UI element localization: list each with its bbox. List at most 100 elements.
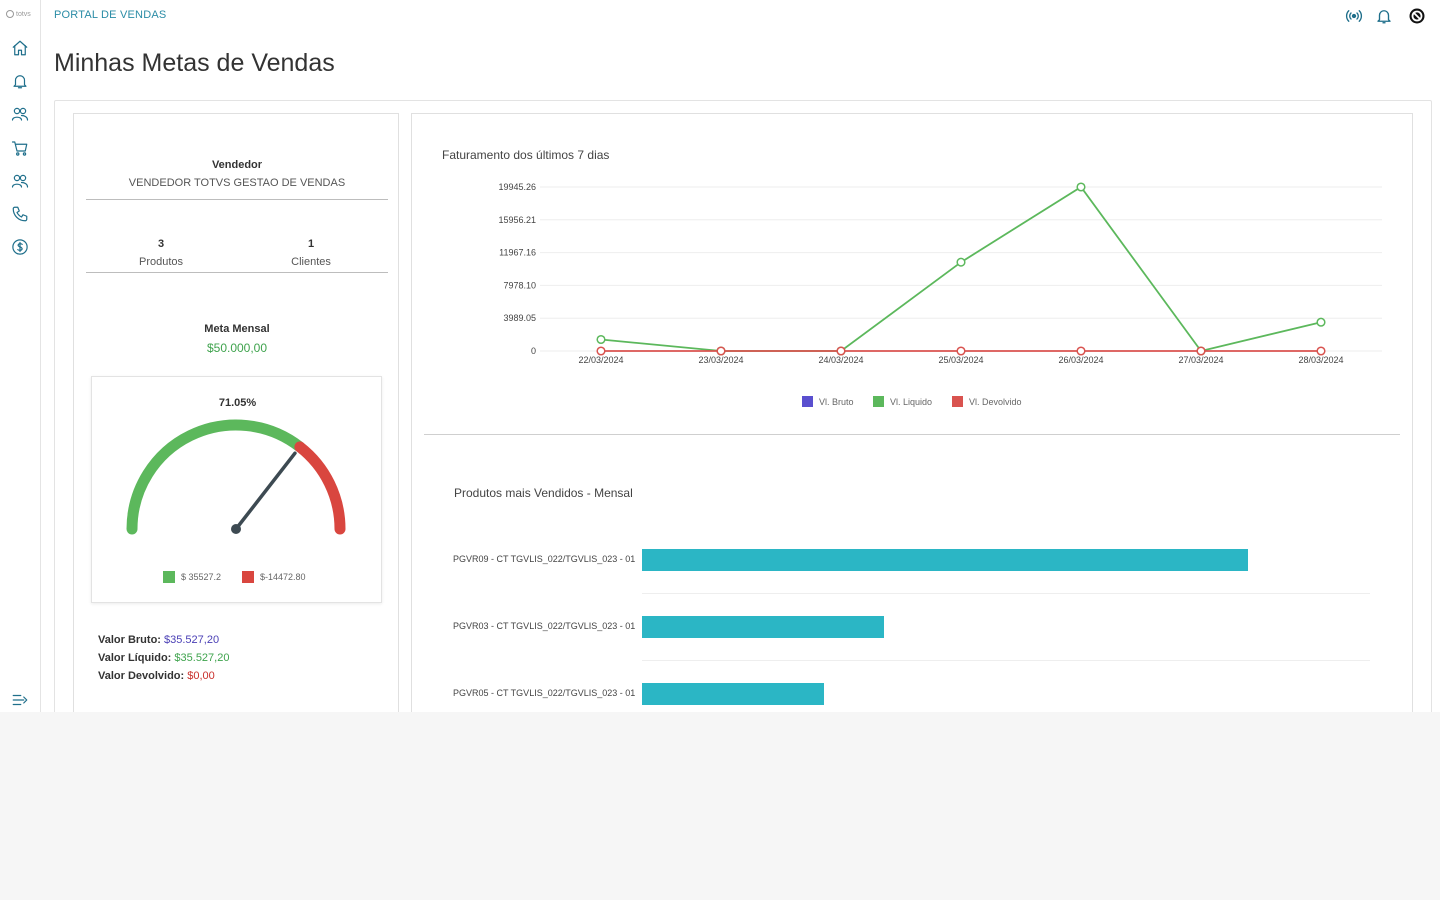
users-icon: [11, 107, 29, 121]
sidebar: totvs: [0, 0, 41, 712]
sidebar-item-customers[interactable]: [10, 171, 30, 191]
bar-grid-line: [642, 593, 1370, 594]
revenue-line-chart: 19945.2615956.2111967.167978.103989.050 …: [498, 182, 1382, 407]
value-liquido-amount: $35.527,20: [174, 652, 230, 664]
customers-icon: [11, 174, 29, 188]
x-tick-label: 27/03/2024: [1178, 355, 1223, 365]
line-chart-title: Faturamento dos últimos 7 dias: [442, 148, 610, 162]
sidebar-item-contacts[interactable]: [10, 204, 30, 224]
value-devolvido: Valor Devolvido: $0,00: [98, 670, 215, 682]
series-point[interactable]: [956, 346, 966, 356]
divider: [86, 199, 388, 200]
monthly-goal-label: Meta Mensal: [204, 323, 270, 335]
clients-label: Clientes: [291, 256, 331, 268]
collapse-menu-icon: [12, 694, 28, 706]
y-tick-label: 15956.21: [498, 215, 536, 225]
legend-swatch[interactable]: [873, 396, 884, 407]
value-bruto-label: Valor Bruto:: [98, 634, 161, 646]
legend-swatch-red: [242, 571, 254, 583]
y-tick-label: 11967.16: [499, 248, 536, 258]
gauge-legend-remaining: $-14472.80: [242, 571, 306, 583]
monthly-goal-value: $50.000,00: [206, 341, 268, 355]
bar[interactable]: [642, 616, 885, 638]
page-title: Minhas Metas de Vendas: [54, 49, 335, 77]
gauge-card: 71.05% $ 35527.2 $-14472.80: [91, 376, 382, 603]
dashboard-container: [54, 100, 1432, 712]
sidebar-collapse-button[interactable]: [10, 690, 30, 710]
legend-swatch-green: [163, 571, 175, 583]
gauge-chart: [126, 419, 346, 535]
seller-name: VENDEDOR TOTVS GESTAO DE VENDAS: [128, 177, 346, 189]
x-tick-label: 26/03/2024: [1058, 355, 1103, 365]
sidebar-item-orders[interactable]: [10, 138, 30, 158]
series-point[interactable]: [1076, 182, 1086, 192]
bell-icon: [13, 75, 27, 89]
logo-mark-icon: [6, 10, 14, 18]
value-bruto-amount: $35.527,20: [164, 634, 220, 646]
user-circle-icon: [1409, 8, 1425, 24]
legend-label[interactable]: Vl. Bruto: [819, 397, 854, 407]
gauge-percent: 71.05%: [218, 397, 257, 409]
value-devolvido-label: Valor Devolvido:: [98, 670, 185, 682]
sidebar-item-users[interactable]: [10, 104, 30, 124]
chart-divider: [424, 434, 1400, 435]
bell-icon: [1377, 10, 1391, 24]
legend-swatch[interactable]: [802, 396, 813, 407]
sidebar-item-notifications[interactable]: [10, 71, 30, 91]
x-tick-label: 25/03/2024: [938, 355, 983, 365]
series-point[interactable]: [1076, 346, 1086, 356]
series-point[interactable]: [596, 346, 606, 356]
bar[interactable]: [642, 549, 1248, 571]
y-tick-label: 7978.10: [503, 280, 536, 290]
x-tick-label: 23/03/2024: [698, 355, 743, 365]
series-point[interactable]: [596, 334, 606, 345]
legend-label[interactable]: Vl. Devolvido: [969, 397, 1022, 407]
seller-card: Vendedor VENDEDOR TOTVS GESTAO DE VENDAS…: [73, 113, 399, 712]
legend-label: $-14472.80: [260, 572, 306, 582]
series-line-1: [600, 185, 1322, 353]
divider: [86, 272, 388, 273]
value-liquido: Valor Líquido: $35.527,20: [98, 652, 229, 664]
bar[interactable]: [642, 683, 824, 705]
totvs-logo: totvs: [6, 10, 31, 18]
user-menu-button[interactable]: [1407, 6, 1427, 26]
broadcast-button[interactable]: [1344, 6, 1364, 26]
legend-swatch[interactable]: [952, 396, 963, 407]
bar-category-label: PGVR05 - CT TGVLIS_022/TGVLIS_023 - 01: [453, 688, 636, 698]
series-point[interactable]: [716, 346, 726, 356]
series-point[interactable]: [956, 257, 966, 267]
phone-icon: [12, 206, 28, 222]
series-point[interactable]: [1316, 346, 1326, 356]
gauge-remaining-arc: [294, 441, 346, 535]
gauge-needle: [234, 451, 297, 531]
app-window: totvs PORTAL DE VENDAS: [0, 0, 1432, 712]
bar-grid-line: [642, 660, 1370, 661]
sidebar-item-finance[interactable]: [10, 237, 30, 257]
clients-count: 1: [307, 238, 315, 250]
notifications-button[interactable]: [1374, 6, 1394, 26]
legend-label[interactable]: Vl. Liquido: [890, 397, 932, 407]
x-tick-label: 28/03/2024: [1298, 355, 1343, 365]
charts-card: Faturamento dos últimos 7 dias 19945.26 1…: [411, 113, 1413, 712]
seller-label: Vendedor: [211, 159, 263, 171]
gauge-hub: [231, 524, 241, 534]
gauge-legend-achieved: $ 35527.2: [163, 571, 221, 583]
portal-title[interactable]: PORTAL DE VENDAS: [54, 9, 167, 21]
value-bruto: Valor Bruto: $35.527,20: [98, 634, 219, 646]
series-point[interactable]: [836, 346, 846, 356]
logo-text: totvs: [16, 10, 31, 18]
sidebar-item-home[interactable]: [10, 38, 30, 58]
series-point[interactable]: [1316, 317, 1326, 327]
empty-background: [0, 712, 1440, 900]
y-tick-label: 19945.26: [498, 182, 536, 192]
top-products-bar-chart: PGVR09 - CT TGVLIS_022/TGVLIS_023 - 01 PG…: [412, 514, 1414, 712]
x-tick-label: 22/03/2024: [578, 355, 623, 365]
home-icon: [12, 40, 28, 56]
series-point[interactable]: [1196, 346, 1206, 356]
cart-icon: [11, 141, 28, 156]
products-label: Produtos: [138, 256, 184, 268]
products-count: 3: [157, 238, 165, 250]
bar-category-label: PGVR03 - CT TGVLIS_022/TGVLIS_023 - 01: [453, 621, 636, 631]
y-tick-label: 3989.05: [503, 313, 536, 323]
x-tick-label: 24/03/2024: [818, 355, 863, 365]
